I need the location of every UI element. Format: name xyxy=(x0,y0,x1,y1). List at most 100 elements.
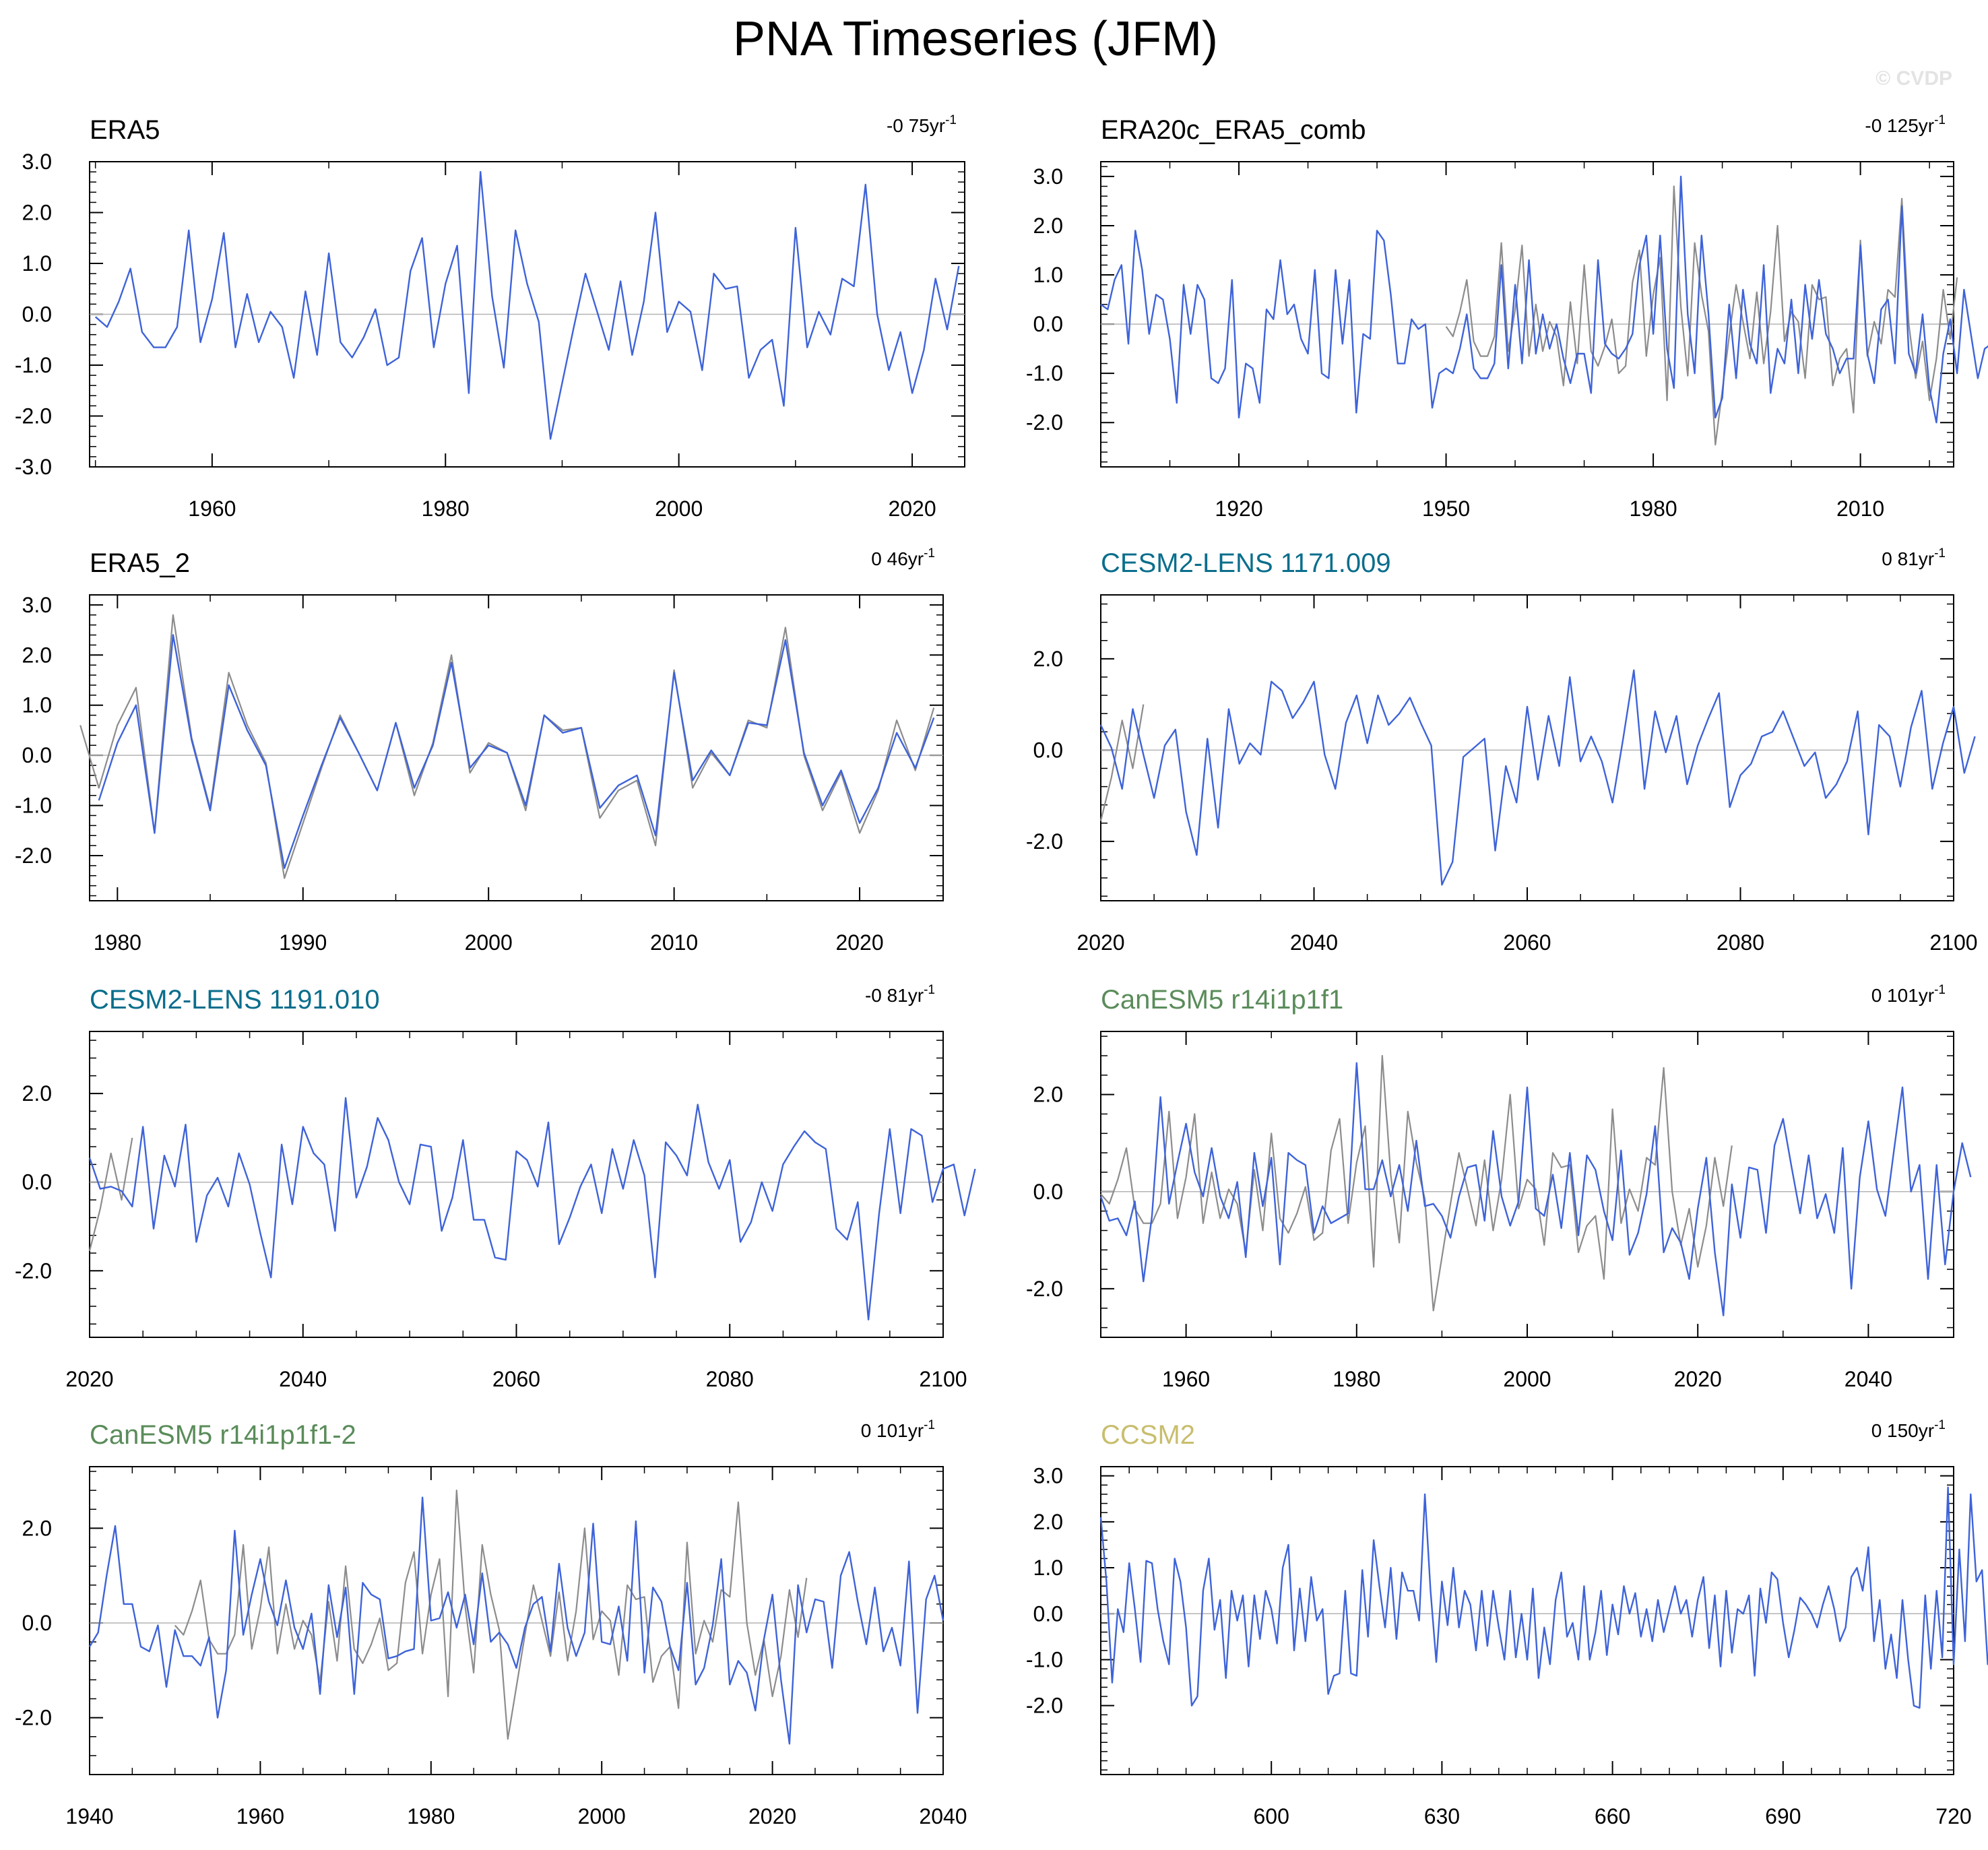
trend-exponent: -1 xyxy=(924,1418,935,1432)
model-series-line xyxy=(94,170,960,440)
reference-series-line xyxy=(1100,1054,1733,1312)
y-tick-label: 2.0 xyxy=(22,201,52,225)
y-tick-label: 1.0 xyxy=(1033,1556,1063,1580)
panel-7: 2.0 0.0 -2.0 1940 1960 1980 2000 2020 2040 CanESM… xyxy=(15,1418,967,1828)
y-tick-label: -2.0 xyxy=(1026,829,1063,854)
y-tick-label: -1.0 xyxy=(1026,361,1063,385)
x-tick-label: 2100 xyxy=(919,1367,967,1391)
x-tick-label: 2010 xyxy=(1836,497,1884,521)
x-tick-label: 1920 xyxy=(1215,497,1262,521)
y-tick-label: 3.0 xyxy=(1033,164,1063,189)
x-tick-label: 1980 xyxy=(1333,1367,1380,1391)
y-tick-label: -3.0 xyxy=(15,455,52,479)
y-tick-label: -2.0 xyxy=(1026,1277,1063,1301)
trend-label: -0 81yr-1 xyxy=(865,983,935,1006)
model-series-line xyxy=(1099,1062,1972,1316)
trend-value: 0 101yr xyxy=(1871,985,1934,1006)
x-tick-label: 2040 xyxy=(1290,930,1338,955)
y-tick-label: -1.0 xyxy=(15,353,52,377)
x-tick-label: 2000 xyxy=(578,1804,626,1828)
y-tick-label: 3.0 xyxy=(22,593,52,617)
trend-label: -0 125yr-1 xyxy=(1865,113,1946,136)
y-tick-label: -2.0 xyxy=(1026,1694,1063,1718)
plot-frame xyxy=(1100,1031,1954,1338)
y-tick-label: 2.0 xyxy=(22,1516,52,1540)
panel-4: 2.0 0.0 -2.0 2020 2040 2060 2080 2100 CESM2-LENS… xyxy=(1026,546,1978,955)
y-tick-label: 3.0 xyxy=(22,150,52,174)
trend-exponent: -1 xyxy=(924,983,935,997)
reference-series-line xyxy=(1445,185,1958,446)
x-tick-label: 2080 xyxy=(706,1367,754,1391)
panel-title: CCSM2 xyxy=(1101,1420,1195,1450)
trend-label: -0 75yr-1 xyxy=(887,113,957,136)
x-tick-label: 2020 xyxy=(888,497,936,521)
x-tick-label: 2100 xyxy=(1929,930,1977,955)
y-tick-label: 2.0 xyxy=(22,1081,52,1106)
trend-value: -0 75yr xyxy=(887,115,945,136)
y-tick-label: -2.0 xyxy=(15,1258,52,1283)
y-tick-label: 3.0 xyxy=(1033,1464,1063,1488)
x-tick-label: 2020 xyxy=(1674,1367,1722,1391)
trend-exponent: -1 xyxy=(1934,113,1946,127)
x-tick-label: 2020 xyxy=(1077,930,1124,955)
x-tick-label: 720 xyxy=(1935,1804,1971,1828)
plot-frame xyxy=(89,1031,944,1338)
reference-series-line xyxy=(79,614,935,879)
x-tick-label: 2080 xyxy=(1717,930,1764,955)
trend-exponent: -1 xyxy=(1934,546,1946,561)
y-tick-label: 1.0 xyxy=(22,251,52,276)
trend-value: 0 150yr xyxy=(1871,1420,1934,1441)
trend-exponent: -1 xyxy=(945,113,957,127)
watermark: © CVDP xyxy=(1875,67,1952,90)
plot-frame xyxy=(89,1466,944,1775)
trend-exponent: -1 xyxy=(924,546,935,561)
x-tick-label: 1940 xyxy=(65,1804,113,1828)
trend-value: -0 125yr xyxy=(1865,115,1934,136)
y-tick-label: 1.0 xyxy=(1033,263,1063,287)
plot-frame xyxy=(89,594,944,901)
x-tick-label: 1950 xyxy=(1422,497,1470,521)
x-tick-label: 1980 xyxy=(422,497,470,521)
x-tick-label: 2020 xyxy=(65,1367,113,1391)
y-tick-label: 0.0 xyxy=(22,1170,52,1194)
model-series-line xyxy=(98,634,935,869)
panel-title: ERA5 xyxy=(90,115,160,145)
panel-title: CanESM5 r14i1p1f1-2 xyxy=(90,1420,356,1450)
x-tick-label: 2010 xyxy=(650,930,698,955)
y-tick-label: -2.0 xyxy=(15,404,52,428)
model-series-line xyxy=(88,1097,976,1320)
y-tick-label: 2.0 xyxy=(22,643,52,667)
y-tick-label: 1.0 xyxy=(22,693,52,717)
panel-3: 3.0 2.0 1.0 0.0 -1.0 -2.0 1980 1990 2000 2010 2020… xyxy=(15,546,944,955)
panel-2: 3.0 2.0 1.0 0.0 -1.0 -2.0 1920 1950 1980 2010 ERA2… xyxy=(1026,113,1988,521)
x-tick-label: 2000 xyxy=(655,497,703,521)
x-tick-label: 2060 xyxy=(1503,930,1551,955)
y-tick-label: 0.0 xyxy=(22,743,52,767)
panel-5: 2.0 0.0 -2.0 2020 2040 2060 2080 2100 CESM2-LENS… xyxy=(15,983,976,1391)
y-tick-label: -2.0 xyxy=(1026,410,1063,435)
model-series-line xyxy=(88,1496,944,1745)
y-tick-label: 0.0 xyxy=(22,1611,52,1635)
plot-frame xyxy=(1100,594,1954,901)
y-tick-label: 2.0 xyxy=(1033,1083,1063,1107)
x-tick-label: 2020 xyxy=(835,930,883,955)
trend-label: 0 150yr-1 xyxy=(1871,1418,1946,1441)
x-tick-label: 1960 xyxy=(236,1804,284,1828)
x-tick-label: 2040 xyxy=(1845,1367,1892,1391)
x-tick-label: 1980 xyxy=(407,1804,455,1828)
panel-8: 3.0 2.0 1.0 0.0 -1.0 -2.0 600 630 660 690 720 CCSM2… xyxy=(1026,1418,1988,1828)
panel-title: CESM2-LENS 1191.010 xyxy=(90,985,380,1015)
panels: 3.0 2.0 1.0 0.0 -1.0 -2.0 -3.0 1960 1980 2000 2020… xyxy=(15,113,1988,1828)
trend-label: 0 101yr-1 xyxy=(1871,983,1946,1006)
reference-series-line xyxy=(1099,704,1145,821)
y-tick-label: 0.0 xyxy=(1033,1601,1063,1626)
y-tick-label: -1.0 xyxy=(1026,1647,1063,1671)
x-tick-label: 660 xyxy=(1595,1804,1630,1828)
y-tick-label: -2.0 xyxy=(15,1706,52,1730)
x-tick-label: 1980 xyxy=(94,930,141,955)
trend-exponent: -1 xyxy=(1934,983,1946,997)
x-tick-label: 690 xyxy=(1765,1804,1801,1828)
reference-series-line xyxy=(174,1490,808,1740)
trend-value: 0 81yr xyxy=(1882,548,1934,569)
y-tick-label: 2.0 xyxy=(1033,214,1063,238)
